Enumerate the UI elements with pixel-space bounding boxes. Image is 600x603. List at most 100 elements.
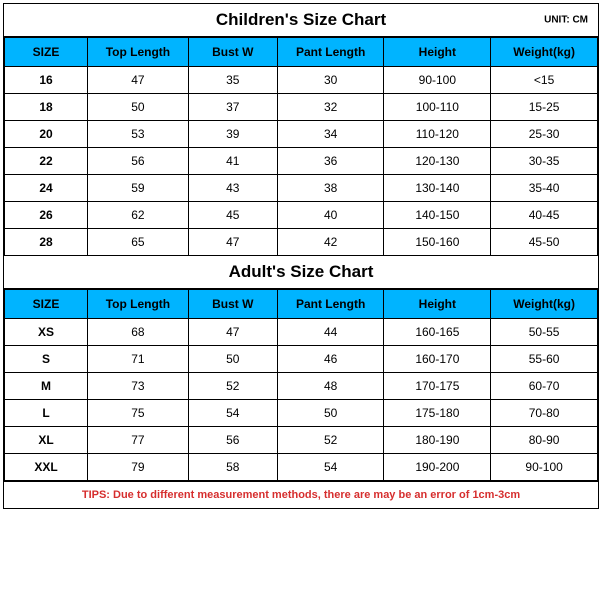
table-cell: 28 [5,229,88,256]
table-cell: 47 [188,319,277,346]
table-cell: 41 [188,148,277,175]
table-row: 22564136120-13030-35 [5,148,598,175]
table-cell: S [5,346,88,373]
table-cell: XXL [5,454,88,481]
table-cell: 45-50 [491,229,598,256]
table-row: L755450175-18070-80 [5,400,598,427]
table-cell: L [5,400,88,427]
table-cell: 175-180 [384,400,491,427]
table-row: M735248170-17560-70 [5,373,598,400]
table-cell: 100-110 [384,94,491,121]
children-title-row: Children's Size Chart UNIT: CM [4,4,598,37]
table-row: 20533934110-12025-30 [5,121,598,148]
adult-header-row: SIZE Top Length Bust W Pant Length Heigh… [5,290,598,319]
adult-size-table: SIZE Top Length Bust W Pant Length Heigh… [4,289,598,481]
table-cell: 50 [277,400,384,427]
table-cell: 35-40 [491,175,598,202]
table-cell: 140-150 [384,202,491,229]
col-top-length: Top Length [88,290,189,319]
table-cell: 54 [188,400,277,427]
col-top-length: Top Length [88,38,189,67]
table-cell: 38 [277,175,384,202]
adult-chart-title: Adult's Size Chart [229,262,374,281]
col-height: Height [384,38,491,67]
table-cell: 80-90 [491,427,598,454]
table-cell: 90-100 [491,454,598,481]
table-cell: 62 [88,202,189,229]
table-cell: 160-165 [384,319,491,346]
table-cell: XS [5,319,88,346]
table-cell: 44 [277,319,384,346]
table-row: 28654742150-16045-50 [5,229,598,256]
table-cell: 58 [188,454,277,481]
table-cell: 110-120 [384,121,491,148]
table-cell: 160-170 [384,346,491,373]
table-cell: 65 [88,229,189,256]
table-cell: 16 [5,67,88,94]
table-cell: 75 [88,400,189,427]
table-cell: 79 [88,454,189,481]
col-size: SIZE [5,290,88,319]
table-cell: 22 [5,148,88,175]
children-header-row: SIZE Top Length Bust W Pant Length Heigh… [5,38,598,67]
unit-label: UNIT: CM [544,15,588,26]
table-row: S715046160-17055-60 [5,346,598,373]
size-chart-container: Children's Size Chart UNIT: CM SIZE Top … [3,3,599,509]
table-cell: 59 [88,175,189,202]
adult-title-row: Adult's Size Chart [4,256,598,289]
table-cell: 45 [188,202,277,229]
table-cell: 40 [277,202,384,229]
children-chart-title: Children's Size Chart [216,10,386,29]
table-cell: 77 [88,427,189,454]
children-size-table: SIZE Top Length Bust W Pant Length Heigh… [4,37,598,256]
table-cell: 46 [277,346,384,373]
table-cell: 47 [188,229,277,256]
table-cell: 90-100 [384,67,491,94]
col-pant-length: Pant Length [277,290,384,319]
table-cell: <15 [491,67,598,94]
table-cell: 18 [5,94,88,121]
table-cell: 24 [5,175,88,202]
table-cell: 25-30 [491,121,598,148]
tips-note: TIPS: Due to different measurement metho… [4,481,598,508]
table-cell: 70-80 [491,400,598,427]
table-cell: 50-55 [491,319,598,346]
table-cell: M [5,373,88,400]
table-cell: 55-60 [491,346,598,373]
table-cell: 130-140 [384,175,491,202]
table-cell: 26 [5,202,88,229]
col-height: Height [384,290,491,319]
table-cell: 150-160 [384,229,491,256]
table-cell: XL [5,427,88,454]
table-cell: 34 [277,121,384,148]
table-cell: 52 [188,373,277,400]
table-cell: 60-70 [491,373,598,400]
table-cell: 47 [88,67,189,94]
table-cell: 30 [277,67,384,94]
table-cell: 35 [188,67,277,94]
table-cell: 39 [188,121,277,148]
table-cell: 48 [277,373,384,400]
table-row: XS684744160-16550-55 [5,319,598,346]
col-size: SIZE [5,38,88,67]
table-cell: 20 [5,121,88,148]
table-row: XL775652180-19080-90 [5,427,598,454]
col-bust-w: Bust W [188,290,277,319]
col-pant-length: Pant Length [277,38,384,67]
table-row: 1647353090-100<15 [5,67,598,94]
table-cell: 43 [188,175,277,202]
table-row: 18503732100-11015-25 [5,94,598,121]
table-cell: 190-200 [384,454,491,481]
col-weight: Weight(kg) [491,290,598,319]
table-cell: 50 [88,94,189,121]
col-weight: Weight(kg) [491,38,598,67]
table-cell: 120-130 [384,148,491,175]
table-cell: 71 [88,346,189,373]
table-cell: 53 [88,121,189,148]
table-cell: 73 [88,373,189,400]
table-cell: 68 [88,319,189,346]
table-cell: 180-190 [384,427,491,454]
table-cell: 32 [277,94,384,121]
table-cell: 50 [188,346,277,373]
table-cell: 56 [88,148,189,175]
